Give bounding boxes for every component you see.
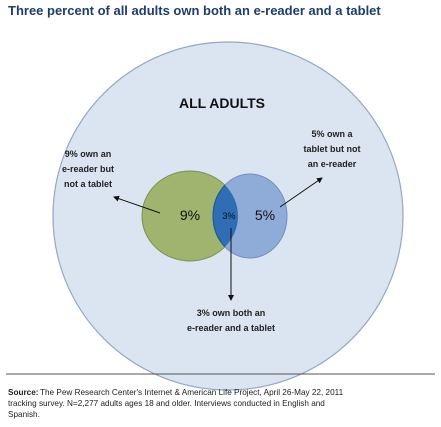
region-label: 3% bbox=[222, 211, 235, 221]
arrow bbox=[279, 177, 323, 208]
source-line: Spanish. bbox=[8, 410, 40, 419]
region-label: 9% bbox=[180, 207, 200, 223]
annotation-line: 3% own both an bbox=[197, 308, 266, 318]
annotation-line: 5% own a bbox=[311, 129, 353, 139]
annotation-line: 9% own an bbox=[65, 149, 112, 159]
annotation: 5% own a tablet but not an e-reader bbox=[304, 129, 361, 169]
outer-label: ALL ADULTS bbox=[179, 95, 265, 111]
source-line: The Pew Research Center's Internet & Ame… bbox=[40, 388, 344, 397]
annotation-line: e-reader and a tablet bbox=[187, 323, 275, 333]
source-line: tracking survey. N=2,277 adults ages 18 … bbox=[8, 399, 325, 408]
annotation-line: an e-reader bbox=[308, 159, 357, 169]
annotation-line: tablet but not bbox=[304, 144, 361, 154]
annotation: 9% own an e-reader but not a tablet bbox=[62, 149, 114, 189]
annotation-line: e-reader but bbox=[62, 164, 114, 174]
annotation: 3% own both an e-reader and a tablet bbox=[187, 308, 275, 333]
source-label: Source: bbox=[8, 388, 38, 397]
arrow bbox=[113, 195, 161, 214]
title: Three percent of all adults own both an … bbox=[8, 3, 381, 18]
source: Source: The Pew Research Center's Interne… bbox=[8, 388, 344, 419]
region-label: 5% bbox=[255, 207, 275, 223]
annotation-line: not a tablet bbox=[64, 179, 112, 189]
